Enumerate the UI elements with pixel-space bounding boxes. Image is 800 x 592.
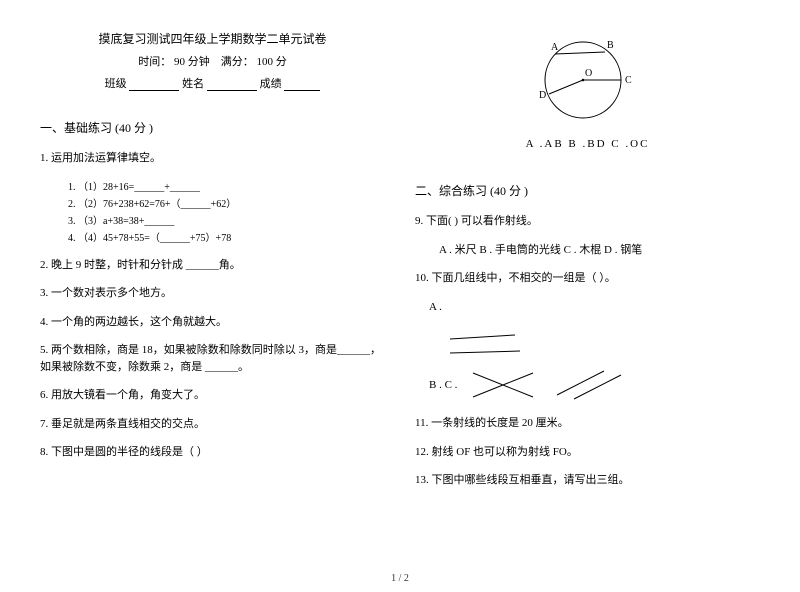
q2: 2. 晚上 9 时整，时针和分针成 ______角。: [40, 257, 385, 274]
grade-blank[interactable]: [284, 79, 320, 91]
circle-diagram: A B C D O: [523, 30, 653, 130]
name-label: 姓名: [182, 78, 204, 90]
q3: 3. 一个数对表示多个地方。: [40, 285, 385, 302]
label-b: B: [607, 40, 614, 51]
class-blank[interactable]: [129, 79, 179, 91]
q6: 6. 用放大镜看一个角，角变大了。: [40, 387, 385, 404]
time-label: 时间：: [138, 56, 171, 68]
q10: 10. 下面几组线中，不相交的一组是（ ）。: [415, 270, 760, 287]
q1-sub2: 2. （2）76+238+62=76+（______+62）: [68, 196, 385, 213]
left-column: 摸底复习测试四年级上学期数学二单元试卷 时间： 90 分钟 满分： 100 分 …: [40, 30, 385, 501]
q1-sub1: 1. （1）28+16=______+______: [68, 179, 385, 196]
q9: 9. 下面( ) 可以看作射线。: [415, 213, 760, 230]
q1-sub4: 4. （4）45+78+55=（______+75）+78: [68, 230, 385, 247]
q12: 12. 射线 OF 也可以称为射线 FO。: [415, 444, 760, 461]
q10-option-a-diagram: [445, 331, 535, 361]
label-a: A: [551, 42, 559, 53]
q1-sub3: 3. （3）a+38=38+______: [68, 213, 385, 230]
section2-heading: 二、综合练习 (40 分 ): [415, 182, 760, 199]
score-value: 100 分: [257, 56, 287, 68]
time-value: 90 分钟: [174, 56, 210, 68]
exam-time-score: 时间： 90 分钟 满分： 100 分: [40, 53, 385, 69]
q10-option-b-diagram: [463, 365, 543, 405]
q10-bc-label: B . C .: [429, 379, 457, 391]
q5: 5. 两个数相除，商是 18，如果被除数和除数同时除以 3，商是______，如…: [40, 342, 385, 375]
class-label: 班级: [105, 78, 127, 90]
q9-options: A . 米尺 B . 手电筒的光线 C . 木棍 D . 钢笔: [439, 242, 760, 259]
label-o: O: [585, 68, 592, 79]
q4: 4. 一个角的两边越长，这个角就越大。: [40, 314, 385, 331]
grade-label: 成绩: [260, 78, 282, 90]
right-column: A B C D O A .AB B .BD C .OC 二、综合练习 (40 分…: [415, 30, 760, 501]
section1-heading: 一、基础练习 (40 分 ): [40, 119, 385, 136]
q10-option-c-diagram: [549, 365, 629, 405]
name-blank[interactable]: [207, 79, 257, 91]
q8: 8. 下图中是圆的半径的线段是（ ）: [40, 444, 385, 461]
label-c: C: [625, 75, 632, 86]
q10-a-label: A .: [429, 299, 760, 316]
q13: 13. 下图中哪些线段互相垂直，请写出三组。: [415, 472, 760, 489]
q11: 11. 一条射线的长度是 20 厘米。: [415, 415, 760, 432]
q7: 7. 垂足就是两条直线相交的交点。: [40, 416, 385, 433]
exam-title: 摸底复习测试四年级上学期数学二单元试卷: [40, 30, 385, 47]
exam-page: 摸底复习测试四年级上学期数学二单元试卷 时间： 90 分钟 满分： 100 分 …: [0, 0, 800, 511]
q1: 1. 运用加法运算律填空。: [40, 150, 385, 167]
student-info-line: 班级 姓名 成绩: [40, 75, 385, 91]
page-number: 1 / 2: [0, 573, 800, 584]
score-label: 满分：: [221, 56, 254, 68]
q8-options: A .AB B .BD C .OC: [415, 138, 760, 150]
label-d: D: [539, 90, 546, 101]
q10-bc-row: B . C .: [429, 365, 760, 405]
